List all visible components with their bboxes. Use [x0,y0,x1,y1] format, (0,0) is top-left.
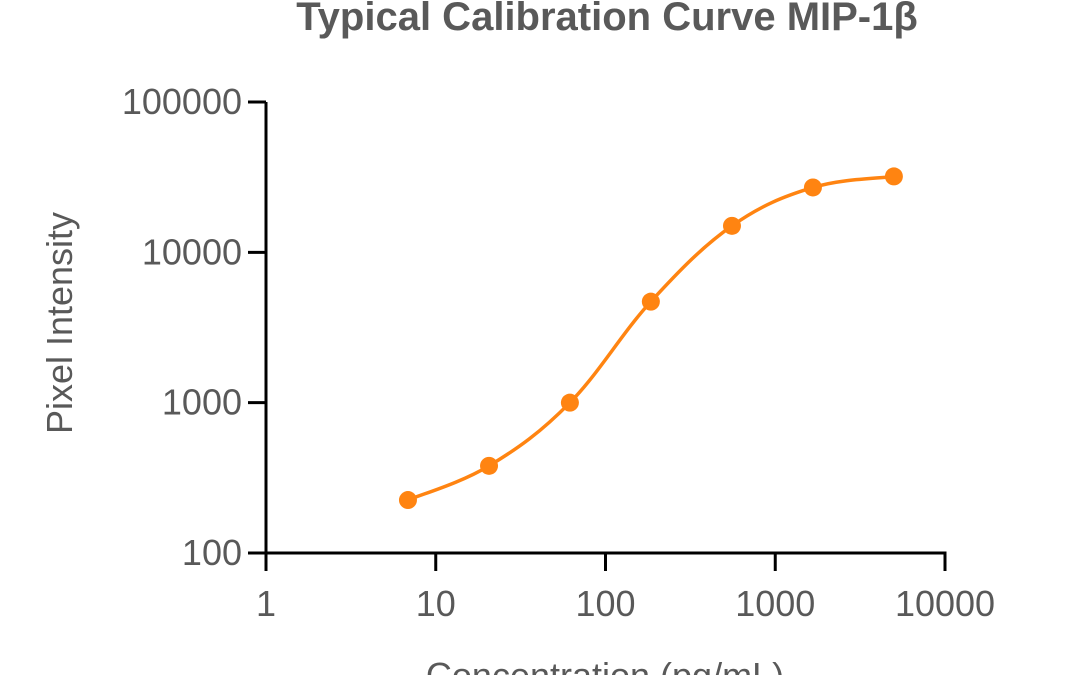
y-tick-label: 100 [182,532,242,573]
x-axis-label: Concentration (pg/mL) [426,655,784,675]
data-point [480,456,499,475]
series-line [407,174,895,502]
chart-title: Typical Calibration Curve MIP-1β [296,0,918,39]
data-point [884,167,903,186]
data-point [560,393,579,412]
data-point [398,491,417,510]
x-tick-label: 10000 [895,583,995,624]
data-point [803,178,822,197]
x-tick-label: 1 [256,583,276,624]
x-tick-label: 100 [575,583,635,624]
y-tick-label: 100000 [122,81,242,122]
x-tick-label: 10 [416,583,456,624]
y-axis-label: Pixel Intensity [39,212,80,434]
y-tick-label: 1000 [162,382,242,423]
data-series [398,167,903,510]
data-point [722,216,741,235]
x-tick-label: 1000 [735,583,815,624]
y-tick-label: 10000 [142,231,242,272]
axes: 100 1000 10000 100000 1 10 100 1000 10000 [122,81,995,624]
data-point [641,292,660,311]
